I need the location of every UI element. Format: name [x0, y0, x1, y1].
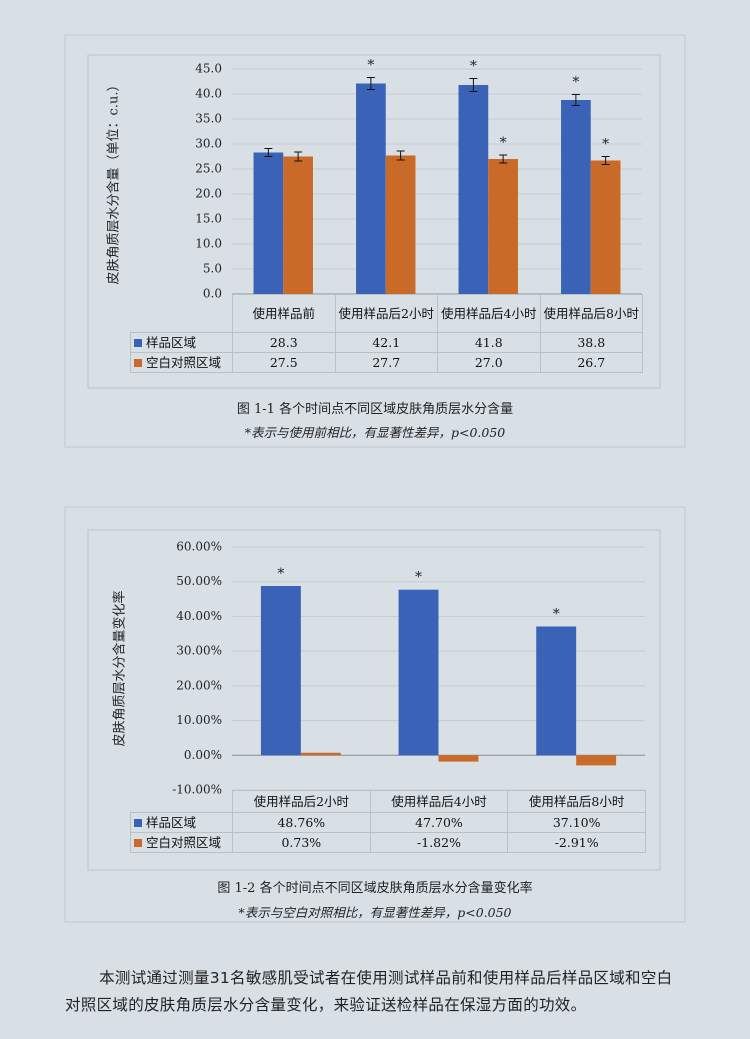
y-tick-label: 30.0: [195, 137, 222, 151]
bar: [438, 755, 479, 762]
y-tick-label: 35.0: [195, 112, 222, 126]
significance-marker: *: [415, 570, 422, 586]
y-axis-title: 皮肤角质层水分含量变化率: [112, 590, 128, 746]
y-axis-title: 皮肤角质层水分含量（单位：c.u.）: [106, 79, 122, 285]
legend-label: 样品区域: [146, 335, 197, 350]
table-value: 42.1: [334, 332, 438, 353]
legend-cell: 空白对照区域: [130, 832, 233, 853]
legend-swatch: [134, 818, 142, 827]
significance-marker: *: [277, 566, 284, 582]
table-value: 27.0: [437, 352, 541, 373]
y-tick-label: 0.00%: [184, 748, 222, 762]
table-header: 使用样品前: [232, 294, 336, 333]
table-value: 47.70%: [369, 812, 509, 833]
bar: [356, 83, 386, 294]
significance-marker: *: [602, 137, 609, 153]
table-value: 41.8: [437, 332, 541, 353]
y-tick-label: 50.00%: [176, 574, 222, 588]
legend-label: 样品区域: [146, 815, 197, 830]
table-value: -2.91%: [507, 832, 646, 853]
table-header: 使用样品后8小时: [507, 790, 646, 813]
y-tick-label: 0.0: [203, 287, 222, 301]
significance-marker: *: [572, 75, 579, 91]
y-tick-label: 40.0: [195, 87, 222, 101]
y-tick-label: -10.00%: [172, 783, 222, 797]
figure-caption: 图 1-1 各个时间点不同区域皮肤角质层水分含量: [236, 402, 514, 417]
bar: [561, 100, 591, 294]
y-tick-label: 25.0: [195, 162, 222, 176]
legend-swatch: [134, 358, 142, 367]
table-header: 使用样品后4小时: [437, 294, 541, 333]
table-value: 48.76%: [232, 812, 371, 833]
bar: [300, 752, 341, 756]
legend-cell: 样品区域: [130, 812, 233, 833]
legend-cell: 样品区域: [130, 332, 233, 353]
legend-swatch: [134, 338, 142, 347]
legend-cell: 空白对照区域: [130, 352, 233, 373]
significance-marker: *: [500, 135, 507, 151]
bar: [488, 159, 518, 294]
table-value: 26.7: [539, 352, 643, 373]
figure-caption: 图 1-2 各个时间点不同区域皮肤角质层水分含量变化率: [217, 881, 533, 896]
bar: [253, 152, 284, 294]
y-tick-label: 60.00%: [176, 540, 222, 554]
y-tick-label: 10.0: [195, 237, 222, 251]
bar: [536, 626, 577, 756]
legend-swatch: [134, 838, 142, 847]
table-value: 28.3: [232, 332, 336, 353]
y-tick-label: 40.00%: [176, 609, 222, 623]
y-tick-label: 5.0: [203, 262, 222, 276]
bar: [458, 85, 489, 294]
significance-marker: *: [553, 606, 560, 622]
table-header: 使用样品后2小时: [232, 790, 371, 813]
bar: [398, 589, 439, 756]
table-header: 使用样品后8小时: [539, 294, 643, 333]
bar: [260, 586, 301, 756]
y-tick-label: 30.00%: [176, 644, 222, 658]
table-value: -1.82%: [369, 832, 509, 853]
figure-note: *表示与使用前相比，有显著性差异，p<0.050: [244, 425, 506, 440]
table-value: 27.5: [232, 352, 336, 373]
significance-marker: *: [367, 58, 374, 74]
paragraph: 本测试通过测量31名敏感肌受试者在使用测试样品前和使用样品后样品区域和空白对照区…: [65, 969, 673, 1014]
bar: [385, 155, 416, 294]
y-tick-label: 20.00%: [176, 678, 222, 692]
y-tick-label: 10.00%: [176, 713, 222, 727]
table-value: 37.10%: [507, 812, 646, 833]
significance-marker: *: [470, 59, 477, 75]
bar: [283, 156, 313, 294]
bar: [576, 755, 617, 766]
y-tick-label: 15.0: [195, 212, 222, 226]
table-value: 0.73%: [232, 832, 371, 853]
y-tick-label: 45.0: [195, 62, 222, 76]
y-tick-label: 20.0: [195, 187, 222, 201]
figure-note: *表示与空白对照相比，有显著性差异，p<0.050: [238, 905, 512, 920]
table-value: 27.7: [334, 352, 438, 373]
table-header: 使用样品后2小时: [334, 294, 438, 333]
legend-label: 空白对照区域: [146, 835, 222, 850]
table-value: 38.8: [539, 332, 643, 353]
table-header: 使用样品后4小时: [369, 790, 509, 813]
bar: [590, 160, 621, 294]
legend-label: 空白对照区域: [146, 355, 222, 370]
